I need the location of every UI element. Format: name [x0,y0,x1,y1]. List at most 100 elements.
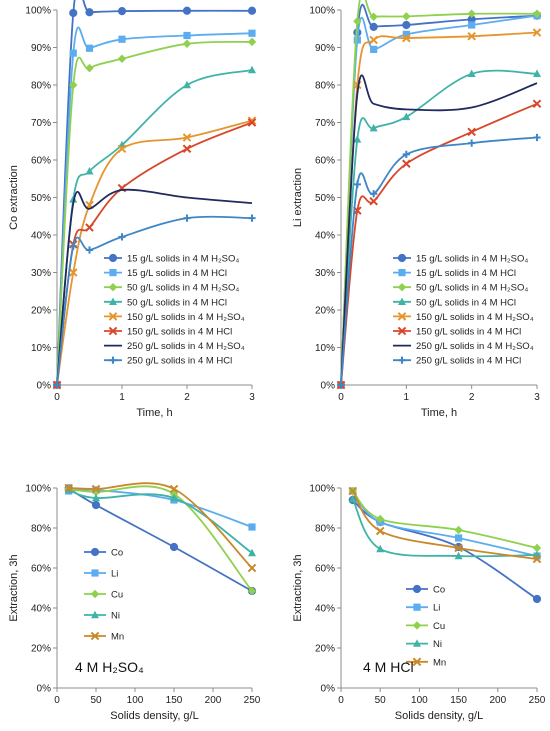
legend-label: 15 g/L solids in 4 M H₂SO₄ [127,254,239,265]
y-tick-label: 60% [315,156,335,167]
legend: Co Li Cu Ni Mn [406,585,446,668]
legend-marker [397,312,407,321]
series-6 [340,74,538,386]
legend-marker [398,269,406,277]
data-point [454,543,463,553]
data-point [247,118,257,127]
legend-label: 50 g/L solids in 4 M HCl [127,297,227,308]
y-tick-label: 50% [31,193,51,204]
y-tick-label: 80% [31,524,51,535]
co-time-chart: 0% 10% 20% 30% 40% 50% 60% 70% 80% 90% 100% 0 1 2 3 Tim… [8,0,257,419]
y-tick-label: 10% [315,343,335,354]
data-point [68,268,78,277]
y-tick-label: 60% [31,564,51,575]
series-line [340,74,538,386]
x-axis-title: Time, h [421,407,457,419]
data-point [118,233,126,241]
data-point [92,493,100,502]
series-line [352,490,538,560]
data-point [85,44,94,52]
panel-annotation: 4 M H₂SO₄ [75,659,144,675]
data-point [69,242,77,250]
legend-label: Li [111,569,118,580]
data-point [117,7,127,16]
data-point [91,484,101,494]
data-point [467,69,476,77]
series-line [68,485,253,592]
series-line [56,215,253,386]
data-point [247,586,257,596]
data-point [248,65,256,74]
legend-label: 15 g/L solids in 4 M H₂SO₄ [416,254,528,265]
data-point [375,526,385,536]
y-tick-label: 100% [25,484,51,495]
data-point [532,28,542,37]
y-tick-label: 20% [31,306,51,317]
data-point [85,246,94,254]
data-point [369,22,378,31]
data-point [337,381,345,389]
data-point [353,180,361,188]
legend-marker [109,356,117,364]
legend-label: 15 g/L solids in 4 M HCl [416,268,516,279]
legend-label: 50 g/L solids in 4 M HCl [416,297,516,308]
legend-marker [109,269,117,277]
x-axis-title: Solids density, g/L [395,710,483,722]
x-axis-title: Time, h [136,407,172,419]
legend-marker [412,621,422,630]
x-tick-label: 50 [90,695,102,706]
x-tick-label: 200 [489,695,506,706]
data-point [183,80,191,89]
data-point [402,33,411,43]
legend-label: 50 g/L solids in 4 M H₂SO₄ [416,283,528,294]
data-point [532,9,542,18]
data-point [370,190,378,198]
data-point [182,133,192,142]
data-point [468,139,476,147]
data-point [64,483,74,493]
legend-marker [397,283,407,292]
series-5 [336,99,542,390]
legend-marker [398,297,406,305]
data-point [532,99,542,109]
x-tick-label: 3 [249,392,255,403]
series-4 [52,116,257,390]
data-point [533,133,541,142]
x-tick-label: 0 [54,695,60,706]
data-point [376,514,385,524]
series-line [68,482,253,569]
y-tick-label: 20% [315,306,335,317]
y-tick-label: 0% [321,381,336,392]
legend: 15 g/L solids in 4 M H₂SO₄ 15 g/L solids … [104,254,245,367]
y-tick-label: 10% [31,343,51,354]
legend-label: Co [111,548,123,559]
y-tick-label: 70% [31,118,51,129]
data-point [117,54,127,63]
legend-marker [413,639,421,647]
y-tick-label: 90% [315,43,335,54]
legend-label: Co [433,585,445,596]
y-tick-label: 0% [321,684,336,695]
series-0 [52,0,257,390]
legend-label: Mn [433,657,446,668]
data-point [182,39,192,48]
x-tick-label: 0 [338,695,344,706]
legend-marker [412,657,422,667]
data-point [467,9,476,18]
li-time-chart: 0% 10% 20% 30% 40% 50% 60% 70% 80% 90% 100% 0 1 2 3 Tim… [292,0,542,419]
legend-label: Li [433,603,440,614]
x-tick-label: 150 [166,695,183,706]
data-point [348,486,358,496]
data-point [467,127,476,137]
legend-marker [108,312,118,321]
series-7 [337,133,541,389]
legend-label: 250 g/L solids in 4 M H₂SO₄ [416,341,534,352]
data-point [402,112,411,121]
legend-label: 250 g/L solids in 4 M H₂SO₄ [127,341,245,352]
legend-label: Ni [433,639,442,650]
data-point [91,500,101,510]
y-tick-label: 80% [31,81,51,92]
data-point [369,35,378,45]
series-line [56,69,253,386]
